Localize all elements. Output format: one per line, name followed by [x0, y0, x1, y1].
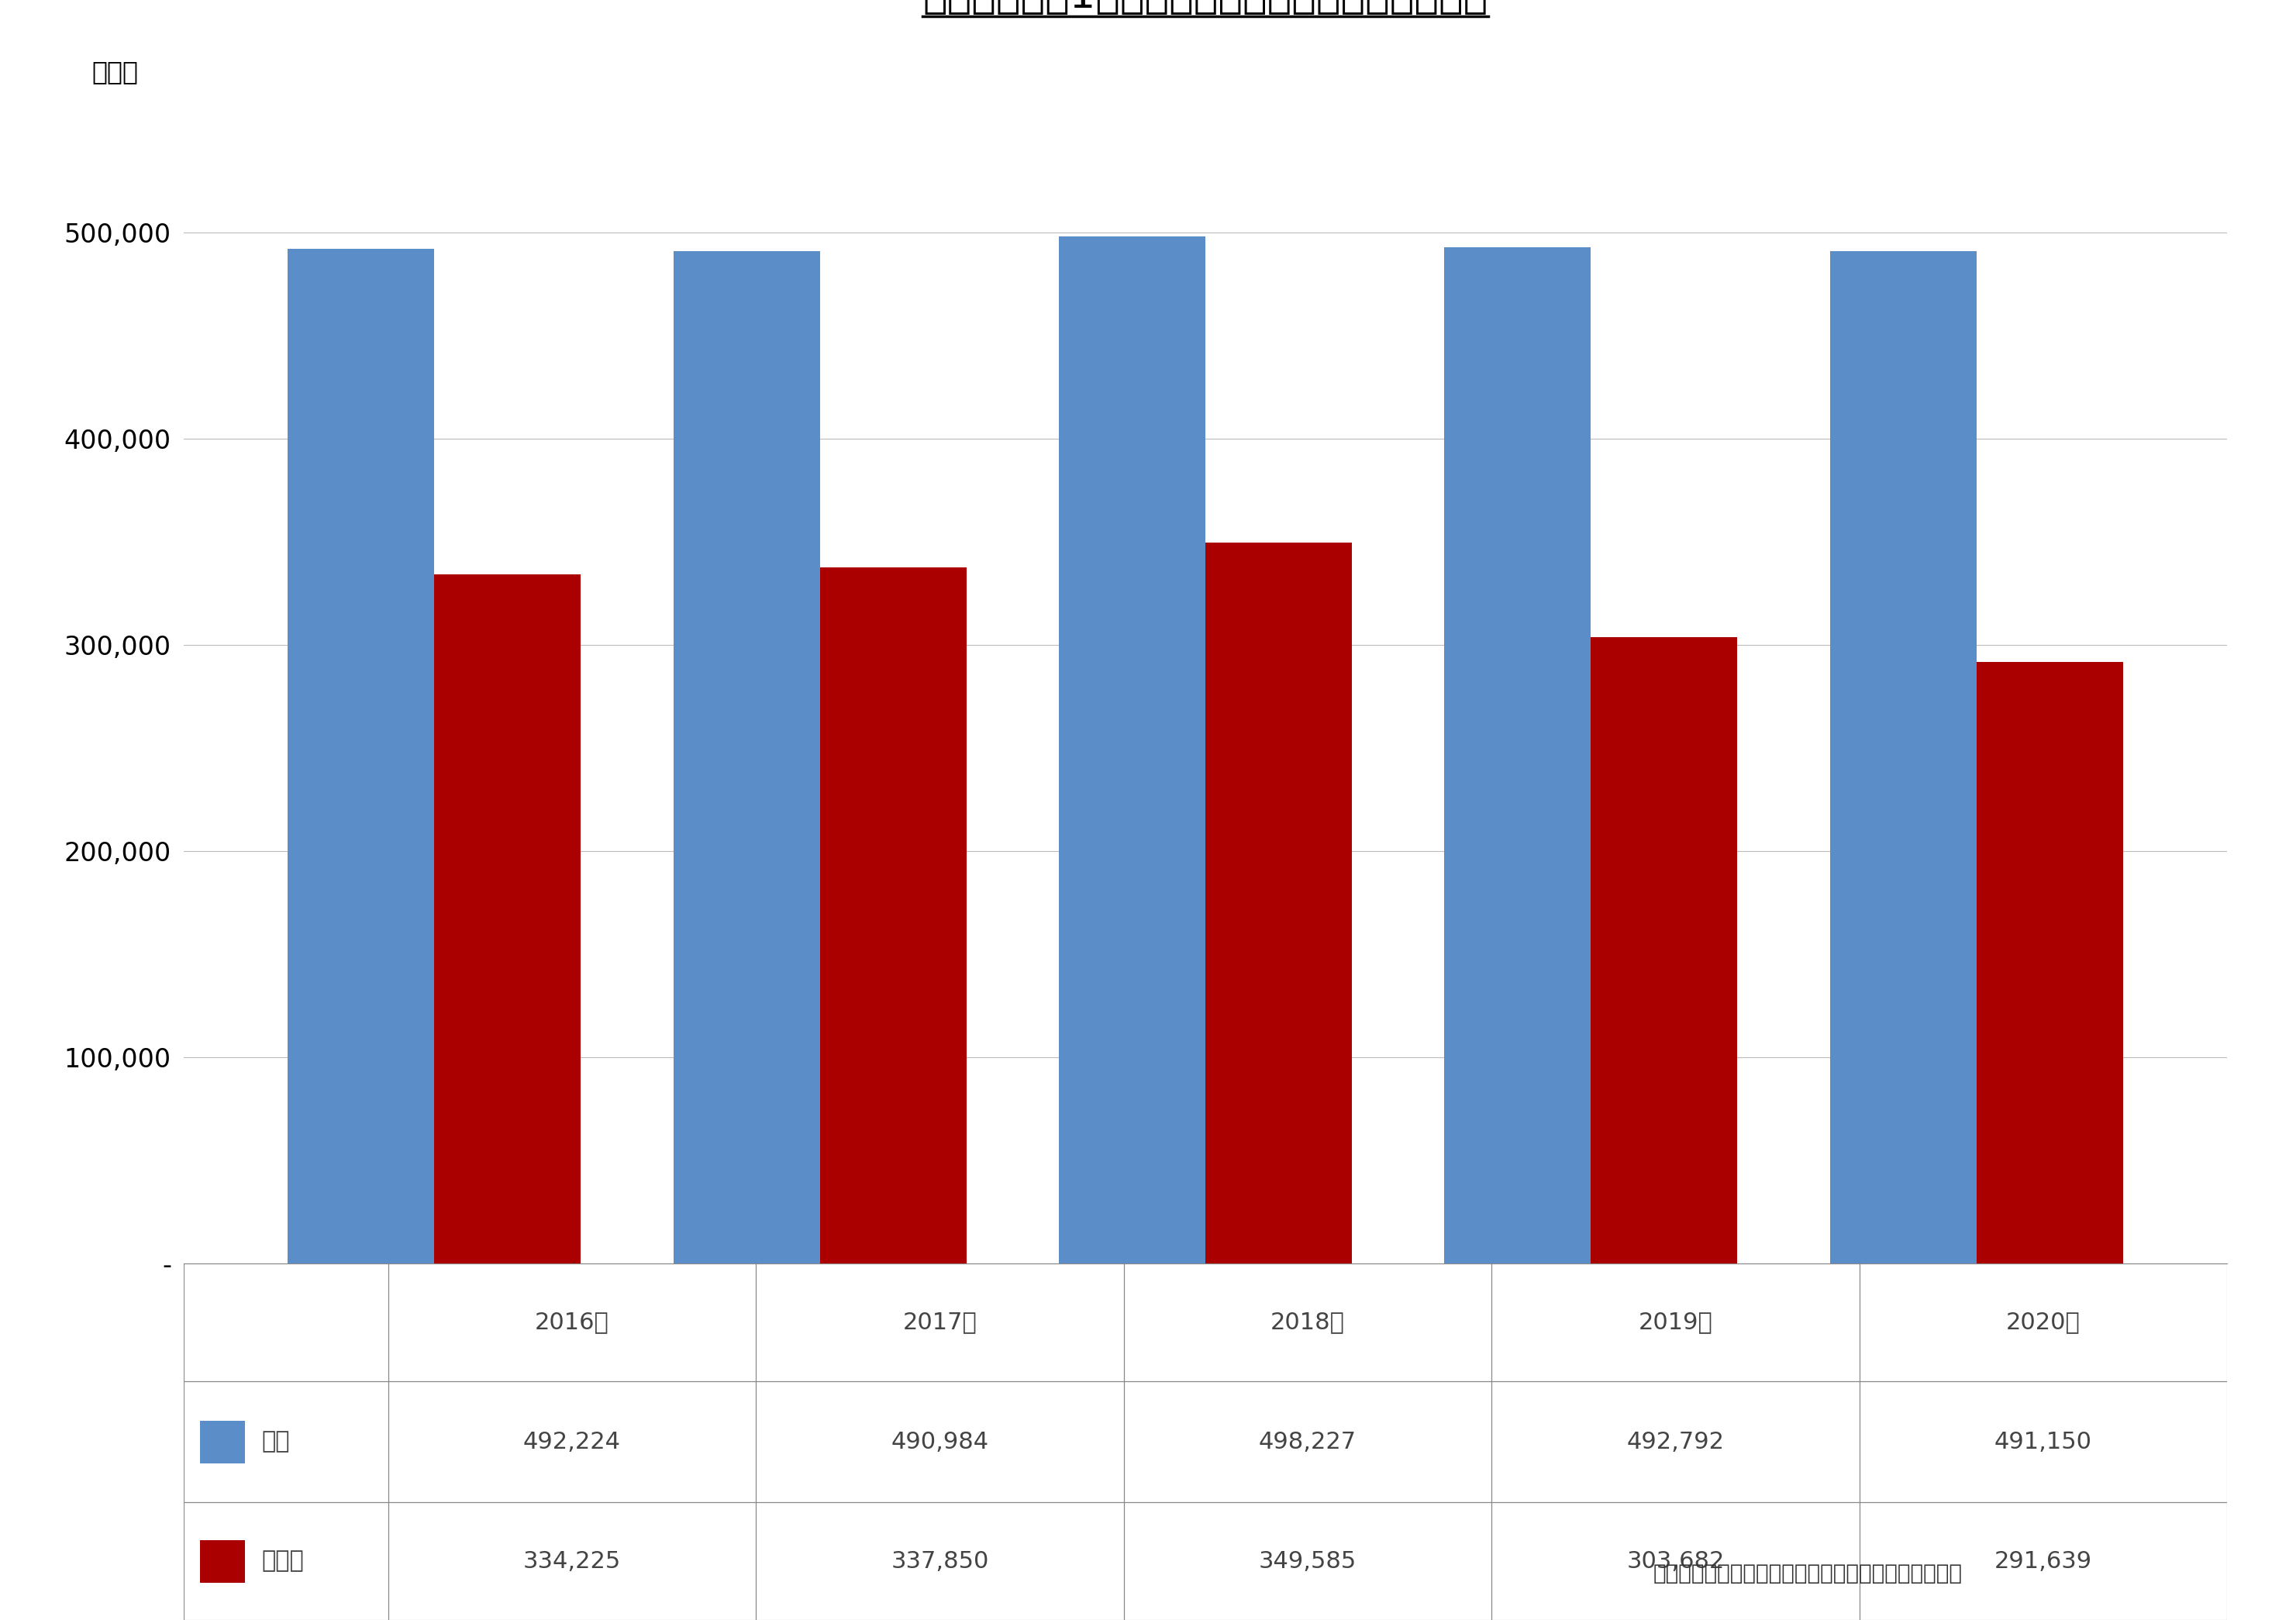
Bar	[673, 251, 820, 1264]
FancyBboxPatch shape	[200, 1539, 246, 1583]
Text: 沖縄県: 沖縄県	[262, 1550, 303, 1573]
Text: 291,639: 291,639	[1995, 1550, 2092, 1573]
Text: 2018年: 2018年	[1270, 1311, 1345, 1333]
Text: 492,792: 492,792	[1626, 1430, 1724, 1453]
Text: 334,225: 334,225	[523, 1550, 620, 1573]
Text: 349,585: 349,585	[1258, 1550, 1357, 1573]
Text: 337,850: 337,850	[891, 1550, 990, 1573]
Bar	[820, 567, 967, 1264]
Text: 303,682: 303,682	[1626, 1550, 1724, 1573]
Text: （総務省・沖縄県「毎月勤労統計調査」を基に作成）: （総務省・沖縄県「毎月勤労統計調査」を基に作成）	[1653, 1563, 1963, 1584]
Bar	[1830, 251, 1977, 1264]
Bar	[1058, 237, 1205, 1264]
Bar	[1591, 637, 1738, 1264]
Text: 2017年: 2017年	[902, 1311, 976, 1333]
Text: 全国: 全国	[262, 1430, 289, 1453]
Text: 2016年: 2016年	[535, 1311, 608, 1333]
Bar	[1444, 248, 1591, 1264]
Text: 492,224: 492,224	[523, 1430, 620, 1453]
Bar	[287, 249, 434, 1264]
Text: 498,227: 498,227	[1258, 1430, 1357, 1453]
FancyBboxPatch shape	[200, 1421, 246, 1463]
Bar	[434, 575, 581, 1264]
Text: 2020年: 2020年	[2007, 1311, 2080, 1333]
Bar	[1205, 543, 1352, 1264]
Text: 491,150: 491,150	[1995, 1430, 2092, 1453]
Text: 情報通信業の1人当たりの現金給与総額（月平均）: 情報通信業の1人当たりの現金給与総額（月平均）	[923, 0, 1488, 16]
Text: （円）: （円）	[92, 58, 138, 84]
Text: 490,984: 490,984	[891, 1430, 990, 1453]
Bar	[1977, 663, 2124, 1264]
Text: 2019年: 2019年	[1639, 1311, 1713, 1333]
